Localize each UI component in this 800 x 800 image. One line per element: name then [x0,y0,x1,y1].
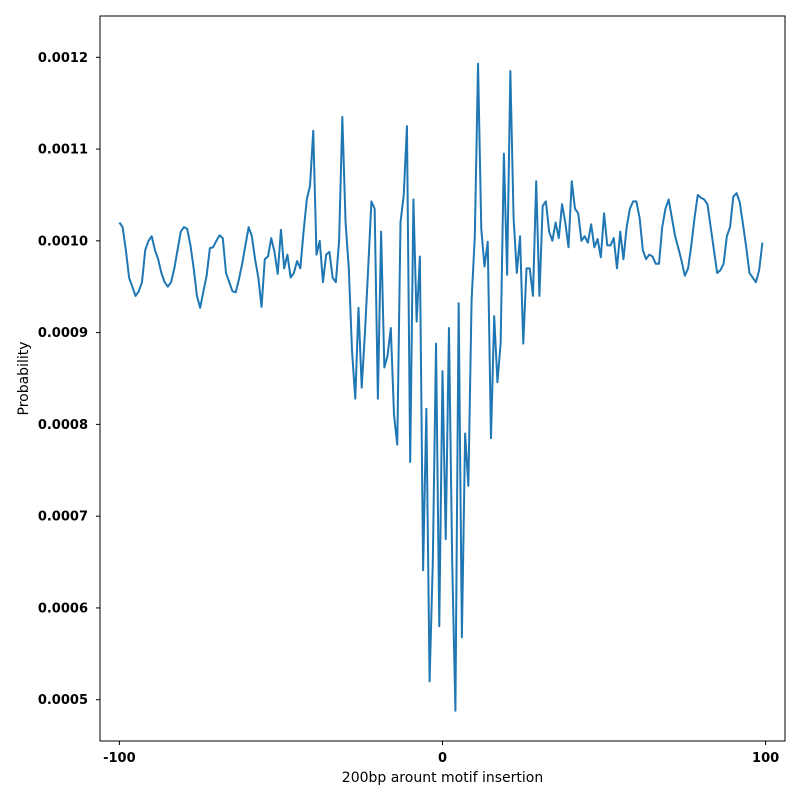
y-axis-label: Probability [16,341,32,415]
series-line [118,62,764,712]
x-tick-label: 0 [438,751,447,766]
x-tick-label: -100 [103,751,136,766]
x-tick-label: 100 [752,751,779,766]
plot-area-frame [99,15,786,742]
y-tick-label: 0.0010 [38,234,88,249]
ticks-layer: -100 0 100 0.0005 0.0006 0.0007 0.0008 0.0009 0.… [38,51,779,766]
y-tick-label: 0.0012 [38,51,88,66]
y-tick-label: 0.0009 [38,326,88,341]
y-tick-label: 0.0011 [38,143,88,158]
y-tick-label: 0.0008 [38,418,88,433]
y-tick-label: 0.0005 [38,693,88,708]
y-tick-label: 0.0007 [38,510,88,525]
x-axis-label: 200bp arount motif insertion [342,770,543,786]
y-tick-label: 0.0006 [38,601,88,616]
